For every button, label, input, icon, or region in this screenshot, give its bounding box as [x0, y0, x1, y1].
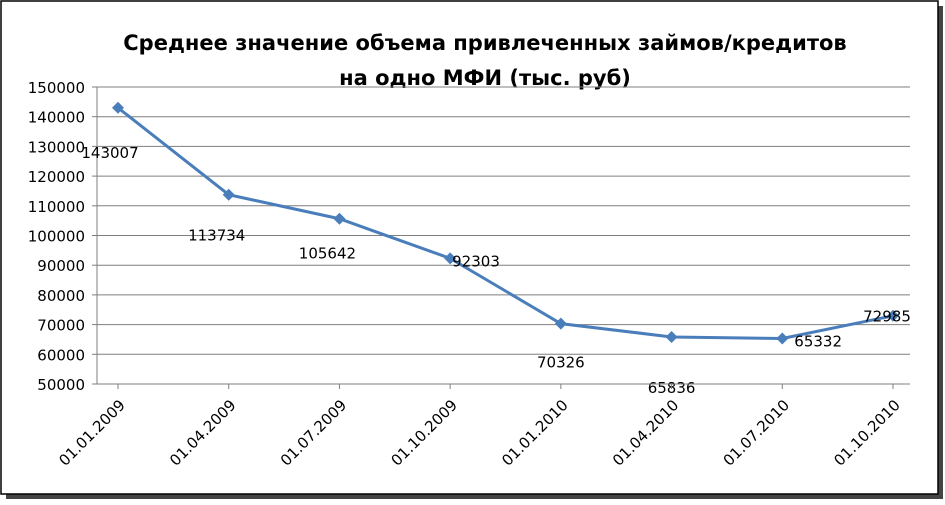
chart-title: Среднее значение объема привлеченных зай…: [123, 31, 846, 55]
data-label: 65332: [794, 332, 842, 350]
y-tick-label: 110000: [28, 198, 85, 216]
chart-title: на одно МФИ (тыс. руб): [339, 66, 631, 90]
y-tick-label: 140000: [28, 109, 85, 127]
marker: [554, 317, 567, 330]
marker: [776, 332, 789, 345]
data-label: 143007: [81, 144, 138, 162]
marker: [222, 188, 235, 201]
y-tick-label: 70000: [37, 317, 85, 335]
y-tick-label: 60000: [37, 346, 85, 364]
marker: [665, 330, 678, 343]
marker: [444, 252, 457, 265]
marker: [887, 309, 899, 322]
y-tick-label: 50000: [37, 376, 85, 394]
chart-frame: [0, 0, 939, 495]
data-label: 92303: [452, 252, 500, 270]
data-label: 70326: [537, 354, 585, 372]
data-label: 72985: [863, 308, 911, 326]
line: [117, 106, 894, 340]
data-label: 113734: [188, 227, 245, 245]
marker: [333, 212, 346, 225]
y-tick-label: 150000: [28, 79, 85, 97]
data-label: 105642: [299, 245, 356, 263]
y-tick-label: 90000: [37, 257, 85, 275]
y-tick-label: 120000: [28, 168, 85, 186]
marker: [112, 101, 124, 114]
y-tick-label: 130000: [28, 138, 85, 156]
y-tick-label: 80000: [37, 287, 85, 305]
y-tick-label: 100000: [28, 228, 85, 246]
